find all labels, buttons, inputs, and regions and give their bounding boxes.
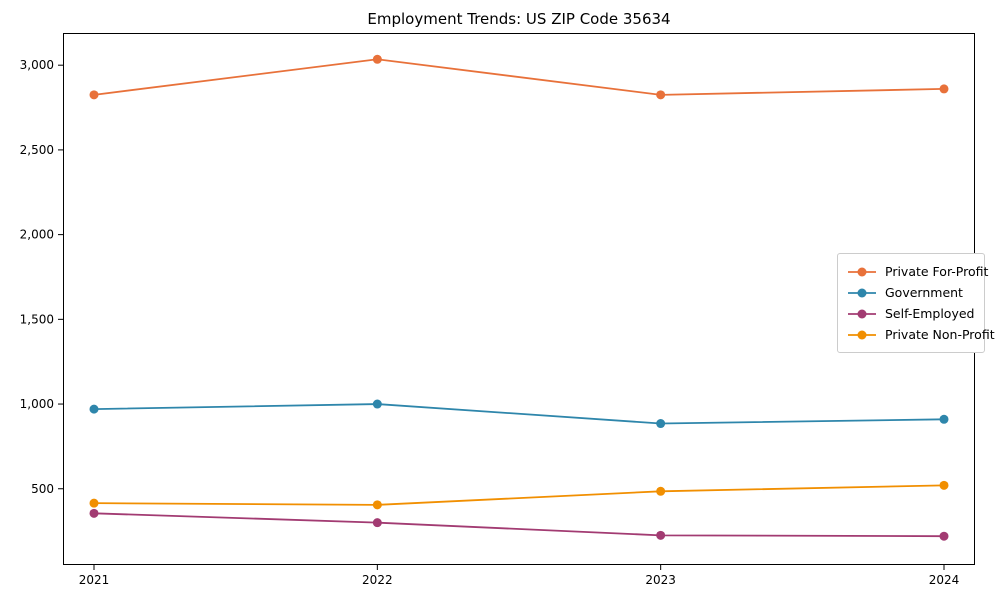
data-point (939, 531, 949, 541)
y-tick-label: 2,500 (20, 143, 54, 157)
series-line (93, 58, 945, 96)
data-point (656, 90, 666, 100)
data-point (89, 498, 99, 508)
data-point (372, 518, 382, 528)
legend-label: Private Non-Profit (885, 327, 995, 342)
data-point (656, 530, 666, 540)
data-point (89, 404, 99, 414)
data-point (656, 486, 666, 496)
legend: Private For-Profit Government Self-Emplo… (837, 253, 995, 353)
data-point (372, 399, 382, 409)
series-line (93, 403, 945, 425)
y-tick-label: 1,500 (20, 312, 54, 326)
data-point (939, 414, 949, 424)
data-point (372, 54, 382, 64)
line-dot-marker-icon (848, 330, 876, 339)
y-tick-label: 1,000 (20, 397, 54, 411)
series-line (93, 484, 945, 506)
y-tick-label: 500 (31, 482, 54, 496)
data-point (89, 508, 99, 518)
x-tick-label: 2022 (362, 573, 393, 587)
x-tick-label: 2023 (645, 573, 676, 587)
chart-title: Employment Trends: US ZIP Code 35634 (367, 10, 671, 28)
data-point (939, 84, 949, 94)
legend-label: Private For-Profit (885, 264, 989, 279)
x-tick-label: 2024 (929, 573, 960, 587)
legend-item: Private Non-Profit (847, 324, 995, 345)
data-point (89, 90, 99, 100)
legend-label: Self-Employed (885, 306, 975, 321)
data-point (372, 500, 382, 510)
y-tick-label: 2,000 (20, 228, 54, 242)
data-point (656, 419, 666, 429)
line-dot-marker-icon (848, 288, 876, 297)
x-tick-label: 2021 (79, 573, 110, 587)
legend-item: Government (847, 282, 975, 303)
legend-item: Self-Employed (847, 303, 975, 324)
y-tick-label: 3,000 (20, 58, 54, 72)
line-dot-marker-icon (848, 267, 876, 276)
line-dot-marker-icon (848, 309, 876, 318)
data-point (939, 480, 949, 490)
legend-label: Government (885, 285, 963, 300)
series-line (93, 512, 945, 538)
legend-item: Private For-Profit (847, 261, 988, 282)
